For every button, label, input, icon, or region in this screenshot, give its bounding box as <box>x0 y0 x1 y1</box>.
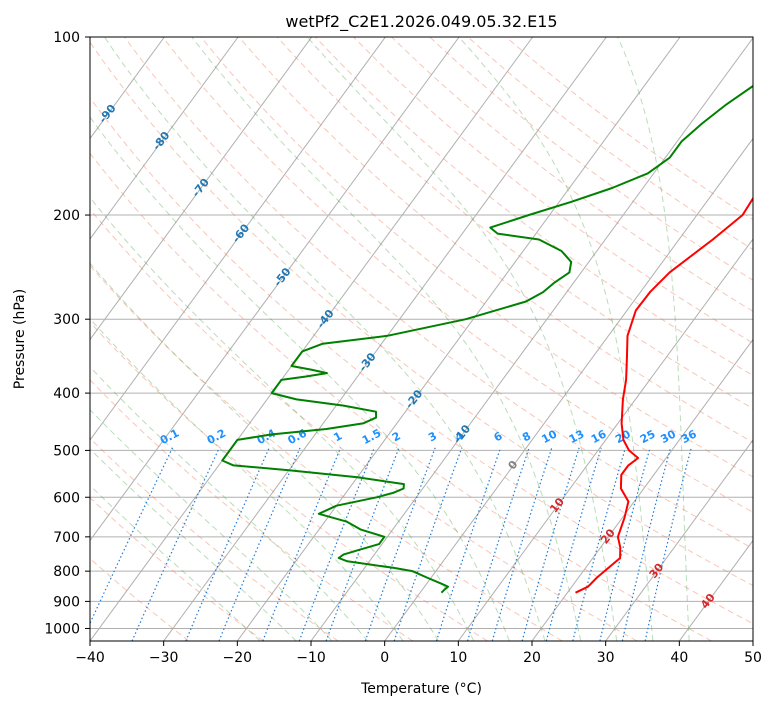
dry-adiabat-label: 40 <box>698 591 718 611</box>
dry-adiabat <box>0 37 488 641</box>
temperature-profile-line <box>576 37 775 593</box>
isotherm-line <box>0 37 385 641</box>
mixing-ratio-line <box>546 448 601 641</box>
dry-adiabat-label: 20 <box>598 526 618 546</box>
dry-adiabat <box>392 37 775 641</box>
x-tick-label: −40 <box>75 650 105 666</box>
dry-adiabat <box>163 37 775 641</box>
x-tick-label: 20 <box>523 650 541 666</box>
mixing-ratio-label: 0.2 <box>205 427 228 448</box>
mixing-ratio-label: 16 <box>589 427 609 446</box>
dry-adiabat <box>0 37 562 641</box>
x-tick-label: 10 <box>449 650 467 666</box>
moist-adiabat <box>0 37 368 641</box>
x-tick-label: 40 <box>670 650 688 666</box>
isotherm-line <box>753 37 775 641</box>
isotherm-line <box>532 37 775 641</box>
mixing-ratio-line <box>522 448 579 641</box>
dry-adiabat <box>0 37 338 641</box>
moist-adiabat <box>0 37 403 641</box>
mixing-ratio-line <box>622 448 670 641</box>
dry-adiabat-label: -90 <box>96 102 119 126</box>
mixing-ratio-line <box>186 448 269 641</box>
mixing-ratio-label: 10 <box>540 427 560 446</box>
dry-adiabat-label: -60 <box>230 221 253 245</box>
dry-adiabat <box>506 37 775 641</box>
mixing-ratio-line <box>263 448 341 641</box>
isotherm-line <box>164 37 607 641</box>
moist-adiabat <box>192 37 581 641</box>
x-tick-label: −10 <box>296 650 326 666</box>
dry-adiabat <box>0 37 264 641</box>
moist-adiabat <box>0 37 296 641</box>
y-tick-label: 800 <box>53 564 80 580</box>
mixing-ratio-label: 0.1 <box>158 427 181 448</box>
x-tick-label: 50 <box>744 650 762 666</box>
dry-adiabat-label: -20 <box>403 387 426 411</box>
y-tick-label: 900 <box>53 594 80 610</box>
isotherm-line <box>16 37 459 641</box>
x-axis-label: Temperature (°C) <box>360 681 482 697</box>
isotherm-line <box>606 37 775 641</box>
mixing-ratio-line <box>219 448 300 641</box>
dry-adiabat-label: -40 <box>314 307 337 331</box>
plot-frame <box>90 37 753 641</box>
y-tick-label: 600 <box>53 490 80 506</box>
mixing-ratio-line <box>492 448 552 641</box>
mixing-ratio-label: 13 <box>567 428 587 447</box>
mixing-ratio-label: 25 <box>638 427 658 446</box>
moist-adiabat <box>0 37 474 641</box>
mixing-ratio-label: 3 <box>426 429 439 444</box>
isotherm-line <box>458 37 775 641</box>
dry-adiabat <box>0 37 189 641</box>
y-tick-label: 100 <box>53 30 80 46</box>
mixing-ratio-line <box>436 448 500 641</box>
moist-adiabat <box>0 37 260 641</box>
dry-adiabat-label: -70 <box>189 176 212 200</box>
mixing-ratio-label: 1.5 <box>360 426 383 447</box>
dry-adiabat-label: -10 <box>451 422 474 446</box>
dry-adiabat-label: -80 <box>150 129 173 153</box>
chart-title: wetPf2_C2E1.2026.049.05.32.E15 <box>285 12 557 32</box>
mixing-ratio-line <box>394 448 462 641</box>
y-axis-label: Pressure (hPa) <box>12 289 28 389</box>
mixing-ratio-label: 30 <box>658 427 678 446</box>
x-tick-label: 0 <box>380 650 389 666</box>
mixing-ratio-line <box>132 448 219 641</box>
x-tick-label: −20 <box>223 650 253 666</box>
mixing-ratio-line <box>573 448 626 641</box>
isotherm-line <box>385 37 775 641</box>
moist-adiabat <box>459 37 653 641</box>
mixing-ratio-label: 0.6 <box>286 426 310 447</box>
x-tick-label: −30 <box>149 650 179 666</box>
y-tick-label: 200 <box>53 208 80 224</box>
isotherm-line <box>679 37 775 641</box>
dry-adiabat-label: 0 <box>506 458 521 472</box>
mixing-ratio-line <box>299 448 374 641</box>
mixing-ratio-label: 6 <box>492 429 505 444</box>
y-tick-label: 500 <box>53 443 80 459</box>
isotherm-line <box>90 37 533 641</box>
dry-adiabat <box>354 37 775 641</box>
isotherm-line <box>237 37 680 641</box>
dry-adiabat-label: -100 <box>46 64 73 94</box>
dry-adiabat-label: -30 <box>356 350 379 374</box>
y-tick-label: 700 <box>53 530 80 546</box>
y-tick-label: 300 <box>53 312 80 328</box>
isotherm-line <box>0 37 238 641</box>
dry-adiabat-label: 30 <box>647 561 667 581</box>
moist-adiabat <box>37 37 510 641</box>
mixing-ratio-label: 36 <box>679 427 699 446</box>
mixing-ratio-label: 8 <box>520 429 533 444</box>
x-tick-label: 30 <box>597 650 615 666</box>
y-tick-label: 1000 <box>44 621 80 637</box>
mixing-ratio-line <box>82 448 173 641</box>
mixing-ratio-line <box>468 448 530 641</box>
y-tick-label: 400 <box>53 386 80 402</box>
